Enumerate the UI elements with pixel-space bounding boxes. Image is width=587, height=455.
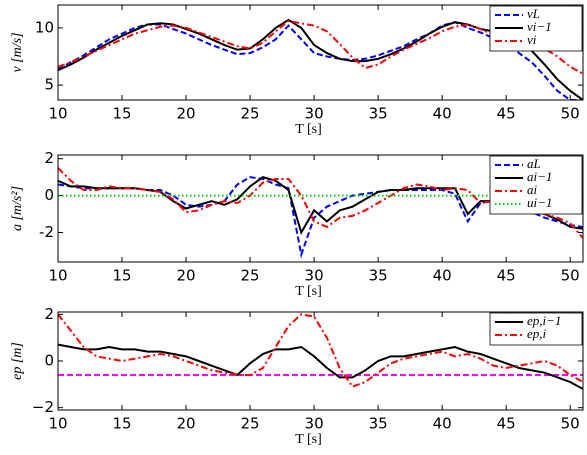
x-tick-label: 35 [369, 415, 388, 433]
legend-label: vL [527, 6, 540, 21]
series-line [58, 343, 583, 390]
legend-label: vi−1 [527, 19, 552, 34]
axes-box [57, 4, 584, 101]
x-tick-label: 25 [241, 105, 260, 123]
legend-label: ep,i [527, 326, 547, 341]
x-tick-label: 10 [48, 105, 67, 123]
x-axis-label: T [s] [295, 432, 322, 447]
legend-box [489, 312, 583, 346]
y-tick-label: 10 [35, 18, 54, 36]
x-axis-label: T [s] [295, 284, 322, 299]
x-tick-label: 45 [497, 267, 516, 285]
plot-lines [58, 313, 583, 390]
y-tick-label: −2 [32, 398, 54, 416]
y-axis-label: ep [m] [10, 342, 25, 380]
x-tick-label: 20 [177, 267, 196, 285]
x-tick-label: 25 [241, 267, 260, 285]
x-tick-label: 40 [433, 415, 452, 433]
y-tick-label: 0 [44, 352, 54, 370]
y-tick-label: -2 [39, 223, 54, 241]
y-tick-label: 2 [44, 305, 54, 323]
x-tick-label: 15 [112, 415, 131, 433]
x-tick-label: 10 [48, 267, 67, 285]
x-tick-label: 30 [305, 105, 324, 123]
x-tick-label: 45 [497, 105, 516, 123]
x-tick-label: 10 [48, 415, 67, 433]
x-tick-label: 50 [561, 105, 580, 123]
x-tick-label: 20 [177, 415, 196, 433]
x-tick-label: 35 [369, 267, 388, 285]
legend-label: vi [527, 32, 537, 47]
y-axis-label: a [m/s²] [10, 186, 25, 231]
legend-label: ai−1 [527, 169, 552, 184]
legend-label: ui−1 [527, 195, 552, 210]
x-axis-label: T [s] [295, 122, 322, 137]
legend-label: aL [527, 156, 541, 171]
series-line [58, 313, 583, 388]
x-tick-label: 45 [497, 415, 516, 433]
y-tick-label: 2 [44, 149, 54, 167]
legend-label: ep,i−1 [527, 313, 561, 328]
x-tick-label: 25 [241, 415, 260, 433]
y-axis-label: v [m/s] [10, 32, 25, 72]
x-tick-label: 40 [433, 105, 452, 123]
y-tick-label: 5 [44, 76, 54, 94]
axes-box [57, 154, 584, 263]
x-tick-label: 30 [305, 267, 324, 285]
x-tick-label: 15 [112, 105, 131, 123]
x-tick-label: 15 [112, 267, 131, 285]
x-tick-label: 50 [561, 267, 580, 285]
x-tick-label: 50 [561, 415, 580, 433]
axes-box [57, 311, 584, 411]
y-tick-label: 0 [44, 186, 54, 204]
x-tick-label: 35 [369, 105, 388, 123]
x-tick-label: 40 [433, 267, 452, 285]
x-tick-label: 30 [305, 415, 324, 433]
x-tick-label: 20 [177, 105, 196, 123]
legend-label: ai [527, 182, 538, 197]
